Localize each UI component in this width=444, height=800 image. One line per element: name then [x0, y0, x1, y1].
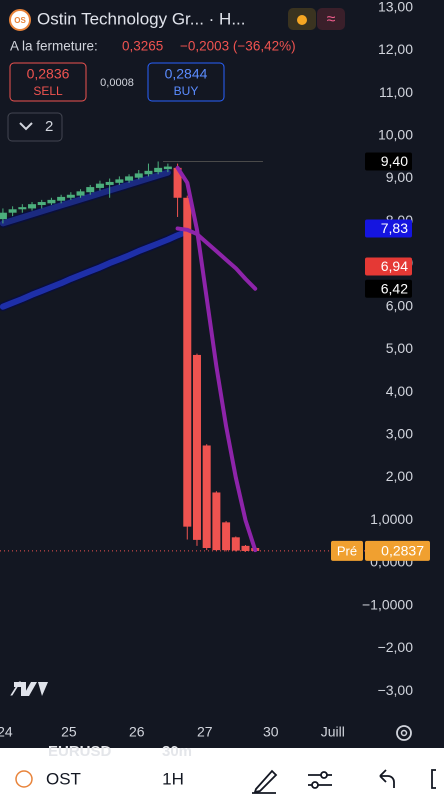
buy-label: BUY: [174, 84, 199, 98]
indicator-line: [0, 228, 191, 310]
tv-logo-mark: [14, 682, 48, 696]
candle-body: [47, 199, 56, 204]
candle-body: [37, 202, 46, 206]
indicator-line: [175, 165, 258, 553]
y-tick-label: 12,00: [378, 41, 413, 57]
y-tick-label: −3,00: [378, 682, 414, 698]
candle-body: [183, 197, 192, 527]
x-tick-label: 24: [0, 724, 13, 740]
wave: ≈: [327, 11, 336, 28]
y-tick-label: 6,00: [386, 297, 413, 313]
y-tick-label: 4,00: [386, 383, 413, 399]
price-badge-label: 9,40: [381, 153, 408, 169]
slider-knob: [311, 781, 319, 789]
close-label: A la fermeture:: [10, 39, 98, 54]
candle-body: [125, 176, 134, 181]
candle-body: [241, 545, 250, 551]
candle-body: [144, 170, 153, 175]
y-tick-label: 3,00: [386, 426, 413, 442]
fullscreen[interactable]: [431, 769, 436, 789]
candle-body: [0, 212, 7, 220]
last-price-badge: [365, 540, 430, 561]
y-tick-label: −2,00: [378, 639, 414, 655]
buy-price: 0,2844: [165, 66, 208, 82]
price-badge-label: 7,83: [381, 220, 408, 236]
toolbar-logo[interactable]: [15, 770, 33, 788]
y-tick-label: 11,00: [379, 84, 413, 100]
price-badge: [365, 219, 412, 238]
toolbar: [0, 748, 444, 800]
candle-body: [115, 179, 124, 183]
toolbar-interval[interactable]: 1H: [162, 769, 184, 788]
candle-body: [212, 492, 221, 551]
indicators-count: 2: [45, 118, 53, 135]
last-price-tag: [331, 540, 363, 561]
y-tick-label: 5,00: [386, 340, 413, 356]
candle-body: [8, 209, 17, 213]
undo[interactable]: [379, 769, 395, 788]
candle-body: [163, 166, 172, 170]
plot: 13,0012,0011,0010,009,008,007,006,005,00…: [0, 0, 430, 740]
buy-button[interactable]: [147, 62, 225, 102]
y-tick-label: 2,00: [386, 468, 413, 484]
candle-body: [95, 183, 104, 188]
chevron: [19, 122, 33, 131]
x-tick-label: 30: [263, 724, 279, 740]
candle-body: [134, 173, 143, 178]
candle-body: [57, 196, 66, 201]
indicator-line: [0, 169, 171, 227]
y-tick-label: 10,00: [378, 127, 413, 143]
candle-body: [202, 445, 211, 548]
candle-body: [231, 537, 240, 551]
candle-body: [86, 187, 95, 193]
candle-body: [66, 194, 75, 198]
candle-body: [173, 167, 182, 198]
sell-label: SELL: [33, 84, 63, 98]
slider-knob: [320, 771, 328, 779]
y-tick-label: 9,00: [386, 169, 413, 185]
candle-body: [105, 181, 114, 185]
watermark-symbol: EURUSD: [48, 743, 112, 760]
candle-body: [18, 207, 27, 210]
x-tick-label: 27: [197, 724, 213, 740]
y-tick-label: −1,0000: [362, 596, 413, 612]
y-tick-label: 13,00: [378, 0, 413, 14]
candle-body: [28, 204, 37, 209]
settings[interactable]: [396, 725, 412, 741]
alert-icon[interactable]: [317, 8, 345, 30]
draw-tool[interactable]: [252, 769, 278, 794]
sell-price: 0,2836: [27, 66, 70, 82]
candle-body: [222, 522, 231, 551]
price-badge-label: 6,42: [381, 280, 408, 296]
toolbar-symbol[interactable]: OST: [46, 769, 81, 788]
indicator-line: [175, 226, 258, 291]
candle-body: [192, 354, 201, 540]
chart-background: [0, 0, 444, 748]
indicators-toggle[interactable]: [7, 112, 63, 142]
logo-text: OS: [14, 16, 26, 25]
change: −0,2003 (−36,42%): [180, 39, 296, 54]
price-badge: [365, 279, 412, 298]
price-badge: [365, 257, 412, 276]
title[interactable]: Ostin Technology Gr... · H...: [37, 9, 246, 28]
spread: 0,0008: [100, 77, 134, 89]
close-price: 0,3265: [122, 39, 163, 54]
candle-body: [76, 191, 85, 196]
price-badge-label: 6,94: [381, 258, 408, 274]
logo: [9, 9, 31, 31]
last-price-tag-label: Pré: [337, 543, 357, 558]
watermark-interval: 30m: [162, 743, 192, 760]
sun: [297, 15, 307, 25]
x-tick-label: 26: [129, 724, 145, 740]
x-tick-label: 25: [61, 724, 77, 740]
x-tick-label: Juill: [321, 724, 345, 740]
y-tick-label: 1,0000: [370, 511, 413, 527]
price-badge: [365, 152, 412, 171]
sell-button[interactable]: [9, 62, 87, 102]
last-price-badge-label: 0,2837: [381, 543, 424, 559]
settings-core: [400, 729, 408, 737]
candle-body: [154, 167, 163, 173]
